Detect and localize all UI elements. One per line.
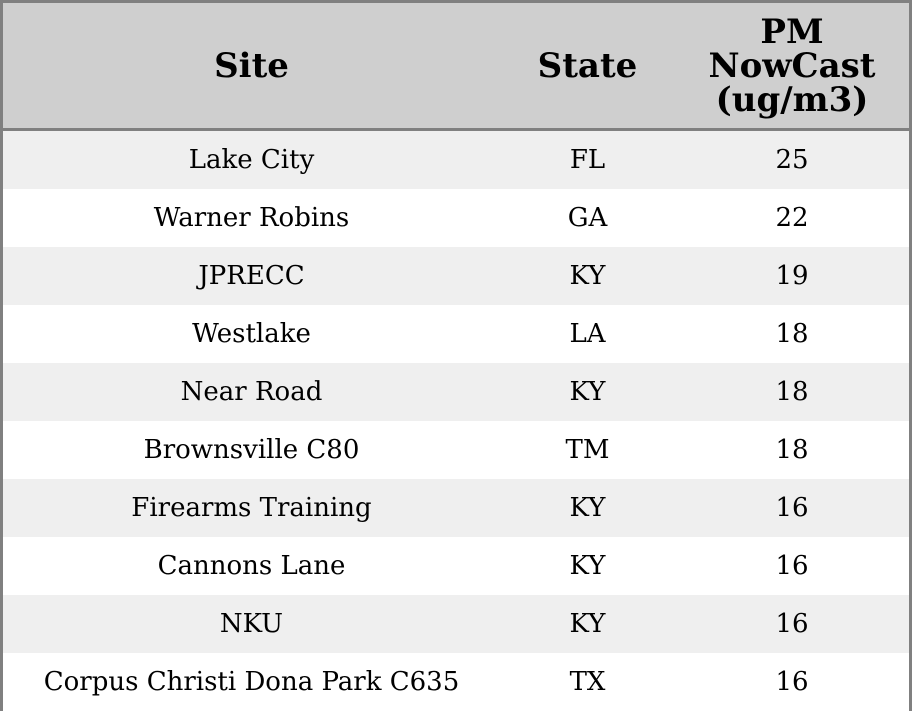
cell-site: Cannons Lane	[3, 537, 500, 595]
cell-state: TX	[500, 653, 675, 711]
table-row: Westlake LA 18	[3, 305, 909, 363]
cell-pm-nowcast: 18	[675, 421, 909, 479]
table-row: Cannons Lane KY 16	[3, 537, 909, 595]
cell-state: KY	[500, 247, 675, 305]
header-pm-line-2: NowCast	[708, 45, 876, 86]
table-row: Brownsville C80 TM 18	[3, 421, 909, 479]
table-row: Near Road KY 18	[3, 363, 909, 421]
cell-state: KY	[500, 537, 675, 595]
cell-state: KY	[500, 595, 675, 653]
cell-pm-nowcast: 19	[675, 247, 909, 305]
pm-nowcast-table: Site State PM NowCast (ug/m3) Lake City F…	[3, 3, 909, 711]
cell-site: Lake City	[3, 129, 500, 189]
cell-pm-nowcast: 18	[675, 363, 909, 421]
header-pm-line-1: PM	[760, 11, 824, 52]
table-row: Lake City FL 25	[3, 129, 909, 189]
cell-site: Brownsville C80	[3, 421, 500, 479]
cell-pm-nowcast: 16	[675, 537, 909, 595]
cell-state: GA	[500, 189, 675, 247]
table-row: Corpus Christi Dona Park C635 TX 16	[3, 653, 909, 711]
cell-site: NKU	[3, 595, 500, 653]
table-row: NKU KY 16	[3, 595, 909, 653]
table-row: Firearms Training KY 16	[3, 479, 909, 537]
cell-state: KY	[500, 479, 675, 537]
header-state: State	[500, 3, 675, 131]
cell-site: Warner Robins	[3, 189, 500, 247]
table-header: Site State PM NowCast (ug/m3)	[3, 3, 909, 131]
cell-state: LA	[500, 305, 675, 363]
header-row: Site State PM NowCast (ug/m3)	[3, 3, 909, 131]
cell-site: Near Road	[3, 363, 500, 421]
cell-pm-nowcast: 16	[675, 595, 909, 653]
header-pm-nowcast: PM NowCast (ug/m3)	[675, 3, 909, 131]
cell-site: Firearms Training	[3, 479, 500, 537]
cell-state: KY	[500, 363, 675, 421]
header-pm-line-3: (ug/m3)	[715, 79, 869, 120]
header-state-label: State	[537, 45, 638, 86]
cell-pm-nowcast: 25	[675, 129, 909, 189]
table-row: JPRECC KY 19	[3, 247, 909, 305]
table-row: Warner Robins GA 22	[3, 189, 909, 247]
cell-site: Westlake	[3, 305, 500, 363]
header-site-label: Site	[214, 45, 289, 86]
table-body: Lake City FL 25 Warner Robins GA 22 JPRECC KY 19…	[3, 129, 909, 711]
cell-pm-nowcast: 22	[675, 189, 909, 247]
cell-site: Corpus Christi Dona Park C635	[3, 653, 500, 711]
cell-pm-nowcast: 16	[675, 653, 909, 711]
cell-pm-nowcast: 18	[675, 305, 909, 363]
header-site: Site	[3, 3, 500, 131]
cell-pm-nowcast: 16	[675, 479, 909, 537]
cell-state: TM	[500, 421, 675, 479]
cell-site: JPRECC	[3, 247, 500, 305]
cell-state: FL	[500, 129, 675, 189]
